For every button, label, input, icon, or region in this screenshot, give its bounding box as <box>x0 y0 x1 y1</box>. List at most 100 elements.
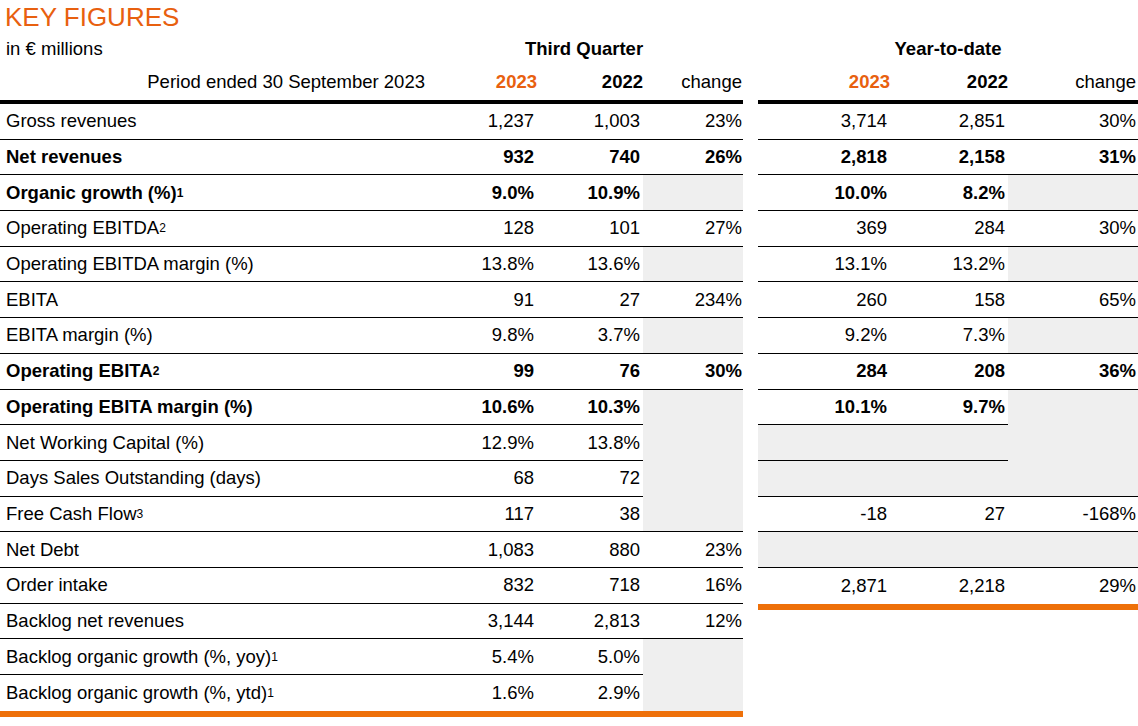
cell-ytd-col3 <box>1008 461 1138 497</box>
cell-q3-col2: 76 <box>537 354 643 390</box>
cell-q3-col2-value: 2.9% <box>598 682 640 704</box>
cell-q3-col3: 26% <box>643 140 743 176</box>
cell-q3-col1-value: 932 <box>503 146 534 168</box>
cell-q3-col1: 68 <box>425 461 537 497</box>
cell-q3-col1-value: 5.4% <box>492 646 534 668</box>
cell-ytd-col2: 2,158 <box>890 140 1008 176</box>
row-label-text: Operating EBITA margin (%) <box>6 396 253 418</box>
cell-q3-col3: 16% <box>643 568 743 604</box>
cell-q3-col2-value: 718 <box>609 574 640 596</box>
cell-q3-col2: 718 <box>537 568 643 604</box>
table-row: Operating EBITA margin (%) 10.6% 10.3% <box>0 390 743 426</box>
cell-q3-col2-value: 2,813 <box>594 610 640 632</box>
cell-q3-col2-value: 880 <box>609 539 640 561</box>
table-row: 13.1% 13.2% <box>758 247 1138 283</box>
cell-q3-col1: 12.9% <box>425 425 537 461</box>
cell-q3-col3: 30% <box>643 354 743 390</box>
cell-q3-col3 <box>643 639 743 675</box>
row-label: Free Cash Flow3 <box>0 497 425 533</box>
cell-q3-col3: 23% <box>643 104 743 140</box>
cell-q3-col1: 117 <box>425 497 537 533</box>
col-header-q3-change: change <box>643 71 743 93</box>
cell-ytd-col1-value: 10.1% <box>835 396 887 418</box>
cell-q3-col2: 740 <box>537 140 643 176</box>
cell-ytd-col1: 284 <box>758 354 890 390</box>
cell-q3-col2-value: 5.0% <box>598 646 640 668</box>
cell-q3-col3 <box>643 425 743 461</box>
cell-ytd-col1-value: -18 <box>860 503 887 525</box>
cell-ytd-col2-value: 158 <box>974 289 1005 311</box>
row-label: Organic growth (%)1 <box>0 175 425 211</box>
cell-q3-col2: 13.6% <box>537 247 643 283</box>
cell-q3-col1: 1,083 <box>425 532 537 568</box>
cell-q3-col3-value: 23% <box>705 110 742 132</box>
cell-ytd-col3 <box>1008 247 1138 283</box>
cell-q3-col2-value: 10.3% <box>588 396 640 418</box>
cell-ytd-col1-value: 3,714 <box>841 110 887 132</box>
cell-ytd-col1-value: 260 <box>856 289 887 311</box>
row-label-text: Organic growth (%) <box>6 182 177 204</box>
cell-ytd-col3: 30% <box>1008 104 1138 140</box>
row-label-text: Backlog organic growth (%, ytd) <box>6 682 267 704</box>
unit-note: in € millions <box>0 38 425 60</box>
cell-q3-col1-value: 1,083 <box>488 539 534 561</box>
cell-q3-col1: 832 <box>425 568 537 604</box>
cell-ytd-col2: 7.3% <box>890 318 1008 354</box>
cell-ytd-col3: 36% <box>1008 354 1138 390</box>
row-label: Operating EBITDA2 <box>0 211 425 247</box>
cell-ytd-col2: 9.7% <box>890 390 1008 426</box>
cell-q3-col1: 99 <box>425 354 537 390</box>
cell-ytd-col1: 2,871 <box>758 568 890 604</box>
cell-ytd-col2-value: 2,851 <box>959 110 1005 132</box>
cell-q3-col1: 9.0% <box>425 175 537 211</box>
cell-q3-col2: 38 <box>537 497 643 533</box>
cell-ytd-col3-value: 29% <box>1099 575 1136 597</box>
row-label-text: Free Cash Flow <box>6 503 137 525</box>
table-row: 10.0%8.2% <box>758 175 1138 211</box>
table-row <box>758 461 1138 497</box>
cell-ytd-col2 <box>890 461 1008 497</box>
cell-ytd-col2 <box>890 425 1008 461</box>
table-row: 36928430% <box>758 211 1138 247</box>
cell-ytd-col3: -168% <box>1008 497 1138 533</box>
cell-q3-col3: 27% <box>643 211 743 247</box>
cell-q3-col2: 13.8% <box>537 425 643 461</box>
cell-ytd-col2-value: 13.2% <box>953 253 1005 275</box>
table-row: Operating EBITDA212810127% <box>0 211 743 247</box>
cell-ytd-col1: 10.1% <box>758 390 890 426</box>
table-row: 26015865% <box>758 282 1138 318</box>
cell-q3-col1: 91 <box>425 282 537 318</box>
cell-ytd-col2: 284 <box>890 211 1008 247</box>
cell-ytd-col3 <box>1008 532 1138 568</box>
table-row: EBITA9127234% <box>0 282 743 318</box>
table-row: Backlog net revenues3,1442,81312% <box>0 604 743 640</box>
row-label: Operating EBITA margin (%) <box>0 390 425 426</box>
cell-q3-col1: 10.6% <box>425 390 537 426</box>
cell-q3-col2-value: 3.7% <box>598 324 640 346</box>
row-label-text: EBITA <box>6 289 58 311</box>
row-label-text: Gross revenues <box>6 110 137 132</box>
cell-ytd-col2-value: 2,158 <box>959 146 1005 168</box>
cell-ytd-col2: 2,218 <box>890 568 1008 604</box>
cell-q3-col3-value: 26% <box>705 146 742 168</box>
cell-q3-col3-value: 23% <box>705 539 742 561</box>
cell-q3-col1-value: 12.9% <box>482 432 534 454</box>
cell-q3-col1: 5.4% <box>425 639 537 675</box>
table-row: Net Working Capital (%) 12.9%13.8% <box>0 425 743 461</box>
row-label: Gross revenues <box>0 104 425 140</box>
column-group-header-row: in € millions Third Quarter Year-to-date <box>0 31 1138 60</box>
cell-ytd-col1: 9.2% <box>758 318 890 354</box>
cell-ytd-col1-value: 13.1% <box>835 253 887 275</box>
row-label: Days Sales Outstanding (days) <box>0 461 425 497</box>
row-label-text: Net Working Capital (%) <box>6 432 204 454</box>
cell-q3-col1-value: 9.0% <box>492 182 534 204</box>
cell-q3-col2: 10.3% <box>537 390 643 426</box>
cell-q3-col1: 3,144 <box>425 604 537 640</box>
col-header-ytd-2023: 2023 <box>758 71 890 93</box>
cell-ytd-col3-value: 30% <box>1099 110 1136 132</box>
cell-q3-col2: 1,003 <box>537 104 643 140</box>
cell-q3-col1-value: 117 <box>505 503 535 525</box>
cell-ytd-col1: 13.1% <box>758 247 890 283</box>
col-header-q3-2022: 2022 <box>537 71 643 93</box>
cell-q3-col1: 1,237 <box>425 104 537 140</box>
